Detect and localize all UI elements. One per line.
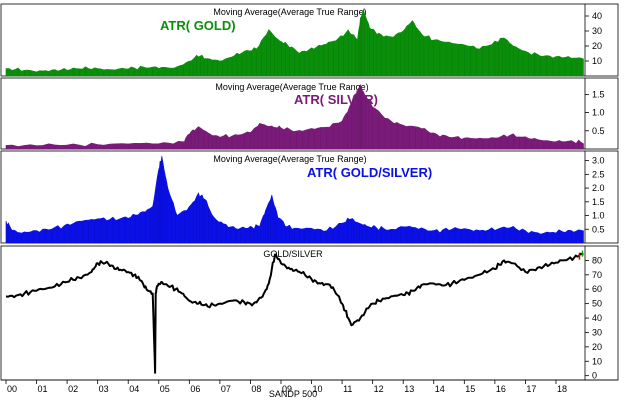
x-axis-tick-label: 17 [526, 384, 536, 394]
panel-atr-gold-y-tick-label: 20 [592, 41, 602, 51]
panel-gold-silver-ratio-y-tick-label: 40 [592, 313, 602, 323]
panel-atr-gold-title: Moving Average(Average True Range) [213, 7, 366, 17]
panel-atr-gold-badge: ATR( GOLD) [160, 18, 236, 33]
x-axis-tick-label: 04 [129, 384, 139, 394]
panel-atr-ratio: Moving Average(Average True Range) ATR( … [0, 150, 619, 244]
panel-atr-silver-y-tick-label: 1.0 [592, 108, 605, 118]
x-axis-tick-label: 02 [68, 384, 78, 394]
panel-atr-silver-series-area [5, 83, 584, 150]
x-axis-label: SANDP 500 [269, 389, 317, 399]
x-axis-tick-label: 14 [435, 384, 445, 394]
panel-atr-ratio-badge: ATR( GOLD/SILVER) [307, 165, 432, 180]
panel-atr-ratio-y-tick-label: 1.0 [592, 211, 605, 221]
panel-atr-silver-y-tick-label: 1.5 [592, 89, 605, 99]
panel-atr-silver: Moving Average(Average True Range) ATR( … [0, 77, 619, 150]
panel-gold-silver-ratio-y-tick-label: 30 [592, 327, 602, 337]
panel-atr-ratio-y-tick-label: 2.0 [592, 183, 605, 193]
panel-atr-silver-area-texture [5, 86, 584, 149]
x-axis-tick-label: 03 [99, 384, 109, 394]
panel-atr-gold-y-tick-label: 10 [592, 56, 602, 66]
x-axis-tick-label: 13 [404, 384, 414, 394]
panel-gold-silver-ratio-y-tick-label: 20 [592, 342, 602, 352]
panel-atr-ratio-title: Moving Average(Average True Range) [213, 154, 366, 164]
x-axis-tick-label: 01 [38, 384, 48, 394]
x-axis-tick-label: 00 [7, 384, 17, 394]
panel-gold-silver-ratio-y-tick-label: 80 [592, 255, 602, 265]
x-axis-tick-label: 11 [343, 384, 352, 394]
panel-gold-silver-ratio-y-tick-label: 70 [592, 270, 602, 280]
x-axis-tick-label: 07 [221, 384, 231, 394]
x-axis-tick-label: 05 [160, 384, 170, 394]
panel-atr-ratio-y-tick-label: 1.5 [592, 197, 605, 207]
panel-atr-gold-area-texture [5, 13, 582, 76]
panel-atr-gold: Moving Average(Average True Range) ATR( … [0, 3, 619, 77]
x-axis-tick-label: 15 [465, 384, 475, 394]
panel-gold-silver-ratio-y-tick-label: 0 [592, 371, 597, 381]
x-axis-tick-label: 06 [190, 384, 200, 394]
x-axis-tick-label: 12 [374, 384, 384, 394]
x-axis-tick-label: 08 [251, 384, 261, 394]
panel-atr-gold-y-tick-label: 30 [592, 26, 602, 36]
panel-atr-silver-y-tick-label: 0.5 [592, 126, 605, 136]
panel-gold-silver-ratio-y-tick-label: 10 [592, 356, 602, 366]
panel-ratio-title: GOLD/SILVER [263, 249, 323, 259]
panel-atr-ratio-series-area [5, 155, 584, 244]
panel-gold-silver-ratio-y-tick-label: 50 [592, 299, 602, 309]
x-axis-tick-label: 10 [313, 384, 323, 394]
x-axis-tick-label: 09 [282, 384, 292, 394]
panel-gold-silver-ratio-y-tick-label: 60 [592, 284, 602, 294]
panel-atr-silver-title: Moving Average(Average True Range) [215, 82, 368, 92]
panel-atr-ratio-y-tick-label: 3.0 [592, 156, 605, 166]
x-axis: 00 01 02 03 04 05 06 07 08 09 10 11 12 13 14 15 16 17 18 [1, 379, 618, 394]
panel-atr-ratio-y-tick-label: 2.5 [592, 169, 605, 179]
panel-gold-silver-ratio-series-line [5, 252, 584, 374]
panel-atr-gold-series-area [5, 8, 584, 77]
x-axis-tick-label: 16 [496, 384, 506, 394]
x-axis-tick-label: 18 [557, 384, 567, 394]
panel-atr-gold-y-tick-label: 40 [592, 11, 602, 21]
panel-atr-ratio-y-tick-label: 0.5 [592, 224, 605, 234]
panel-atr-ratio-area-texture [5, 162, 582, 243]
